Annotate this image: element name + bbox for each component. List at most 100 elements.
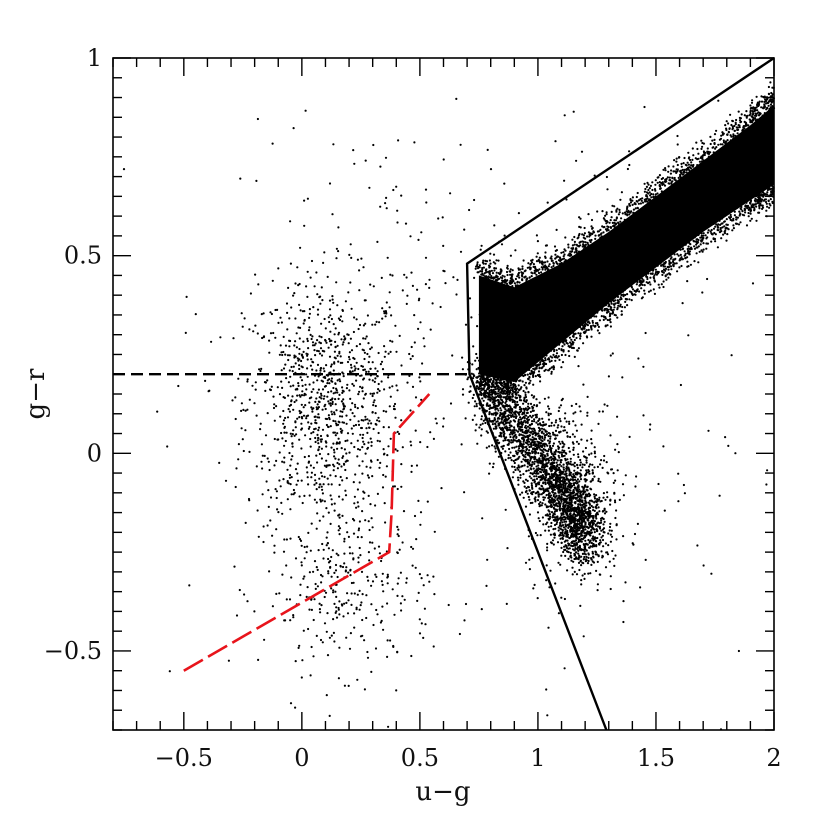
data-point	[277, 510, 280, 514]
data-point	[331, 549, 334, 552]
data-point	[582, 450, 585, 453]
data-point	[751, 99, 754, 102]
data-point	[325, 417, 329, 421]
data-point	[693, 247, 697, 250]
data-point	[306, 358, 309, 361]
data-point	[259, 422, 262, 425]
data-point	[500, 270, 503, 273]
data-point	[530, 275, 533, 278]
data-point	[288, 339, 291, 342]
data-point	[355, 379, 358, 382]
data-point	[632, 208, 636, 211]
data-point	[313, 560, 317, 563]
data-point	[346, 383, 349, 386]
data-point	[350, 442, 353, 445]
data-point	[610, 210, 613, 213]
data-point	[308, 312, 311, 315]
data-point	[562, 251, 565, 254]
data-point	[383, 345, 386, 348]
data-point	[665, 278, 668, 281]
data-point	[608, 319, 611, 322]
data-point	[367, 579, 370, 582]
data-point	[301, 659, 304, 662]
data-point	[329, 404, 332, 407]
data-point	[749, 209, 753, 212]
data-point	[643, 289, 646, 292]
data-point	[371, 411, 374, 414]
data-point	[309, 364, 312, 367]
data-point	[628, 213, 631, 216]
data-point	[333, 350, 336, 353]
data-point	[559, 534, 563, 537]
data-point	[647, 290, 651, 293]
data-point	[295, 483, 298, 486]
data-point	[368, 541, 372, 544]
data-point	[320, 457, 323, 460]
data-point	[339, 410, 342, 413]
data-point	[590, 563, 593, 567]
data-point	[289, 375, 292, 378]
data-point	[522, 473, 525, 476]
data-point	[335, 281, 338, 284]
data-point	[729, 113, 732, 116]
data-point	[361, 510, 364, 513]
data-point	[297, 326, 300, 329]
data-point	[586, 241, 589, 244]
data-point	[302, 340, 305, 343]
data-point	[707, 155, 711, 158]
data-point	[702, 242, 705, 245]
data-point	[275, 496, 278, 500]
data-point	[613, 225, 616, 228]
data-point	[716, 226, 719, 229]
data-point	[323, 370, 326, 373]
data-point	[532, 396, 535, 399]
data-point	[649, 283, 652, 286]
data-point	[633, 202, 636, 205]
data-point	[599, 228, 602, 231]
data-point	[426, 500, 429, 503]
data-point	[284, 344, 288, 347]
data-point	[395, 350, 398, 353]
data-point	[334, 398, 337, 401]
data-point	[255, 179, 258, 182]
data-point	[335, 595, 338, 599]
data-point	[509, 406, 512, 409]
data-point	[692, 239, 695, 242]
data-point	[320, 322, 323, 325]
data-point	[749, 212, 752, 215]
data-point	[766, 191, 769, 194]
data-point	[645, 185, 649, 188]
data-point	[240, 427, 243, 430]
data-point	[714, 233, 717, 236]
data-point	[319, 302, 322, 305]
data-point	[352, 481, 355, 484]
data-point	[593, 315, 596, 318]
data-point	[626, 167, 630, 171]
data-point	[575, 336, 578, 340]
data-point	[262, 312, 265, 315]
data-point	[331, 295, 334, 298]
data-point	[373, 399, 376, 402]
data-point	[510, 439, 513, 442]
data-point	[729, 218, 732, 221]
data-point	[323, 595, 326, 599]
data-point	[350, 307, 353, 310]
data-point	[511, 392, 514, 395]
data-point	[686, 260, 689, 263]
data-point	[340, 465, 343, 468]
data-point	[562, 349, 565, 352]
data-point	[336, 432, 339, 435]
data-point	[358, 464, 361, 467]
data-point	[333, 362, 336, 365]
data-point	[555, 349, 558, 352]
data-point	[553, 245, 557, 248]
data-point	[349, 337, 352, 340]
data-point	[751, 119, 754, 122]
data-point	[645, 273, 648, 276]
data-point	[396, 389, 399, 392]
data-point	[638, 290, 641, 293]
data-point	[760, 106, 763, 109]
data-point	[554, 437, 557, 440]
data-point	[325, 445, 328, 448]
data-point	[478, 372, 481, 375]
